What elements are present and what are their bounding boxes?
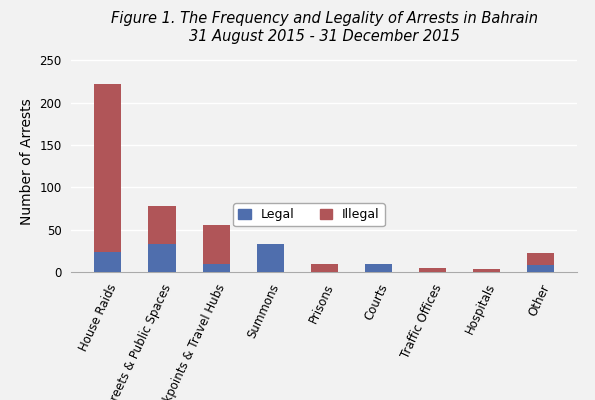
Y-axis label: Number of Arrests: Number of Arrests bbox=[20, 99, 34, 225]
Legend: Legal, Illegal: Legal, Illegal bbox=[233, 203, 385, 226]
Bar bbox=[202, 264, 230, 272]
Bar bbox=[95, 252, 121, 272]
Bar bbox=[202, 226, 230, 264]
Bar bbox=[527, 253, 554, 265]
Bar bbox=[256, 244, 284, 272]
Bar bbox=[149, 206, 176, 244]
Bar bbox=[95, 84, 121, 252]
Bar bbox=[419, 268, 446, 272]
Bar bbox=[365, 264, 392, 272]
Bar bbox=[473, 269, 500, 272]
Bar bbox=[149, 244, 176, 272]
Title: Figure 1. The Frequency and Legality of Arrests in Bahrain
31 August 2015 - 31 D: Figure 1. The Frequency and Legality of … bbox=[111, 12, 538, 44]
Bar bbox=[311, 264, 338, 272]
Bar bbox=[527, 265, 554, 272]
